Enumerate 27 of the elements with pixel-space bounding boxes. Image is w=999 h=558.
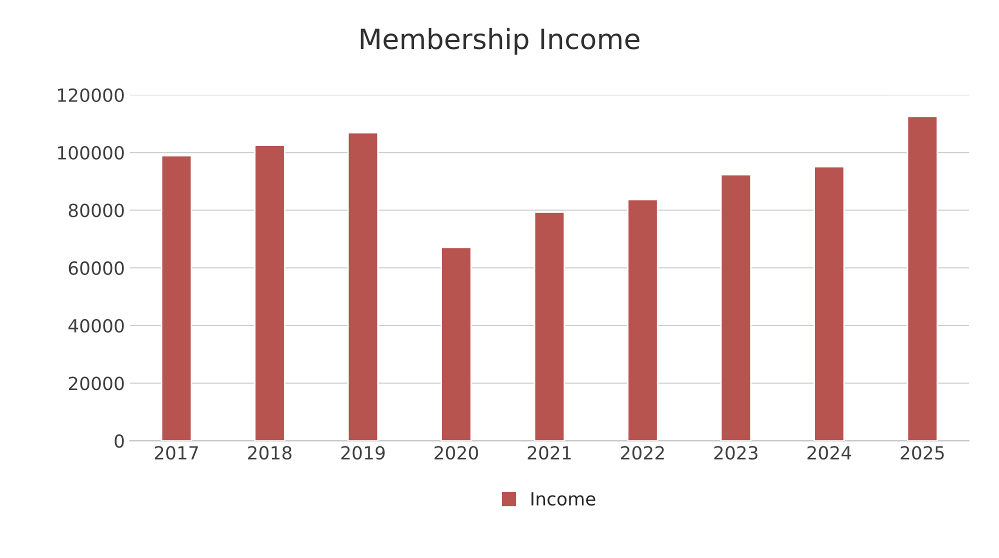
bar [254,144,286,441]
bar [906,116,938,441]
bar [627,198,658,441]
bar [160,154,192,441]
x-tick-label: 2020 [434,446,478,460]
bar [814,166,845,441]
x-tick-label: 2023 [714,446,758,460]
x-tick-label: 2021 [528,446,571,460]
bar [534,212,566,441]
bar [720,174,752,441]
y-tick-label: 0 [114,434,124,448]
x-tick-label: 2025 [900,446,944,460]
y-tick-label: 80000 [68,204,124,218]
x-tick-label: 2018 [248,446,292,460]
y-tick-label: 60000 [68,261,124,275]
chart-title: Membership Income [360,28,640,55]
x-tick-label: 2022 [621,446,664,460]
x-tick-label: 2019 [341,446,385,460]
x-tick-label: 2017 [154,446,198,460]
legend-label: Income [532,492,596,506]
y-tick-label: 20000 [68,376,124,390]
y-tick-label: 120000 [58,88,124,102]
bar [440,246,472,441]
y-tick-label: 40000 [68,318,124,333]
x-tick-label: 2024 [808,446,852,460]
y-tick-label: 100000 [58,146,124,160]
bar [347,132,379,441]
